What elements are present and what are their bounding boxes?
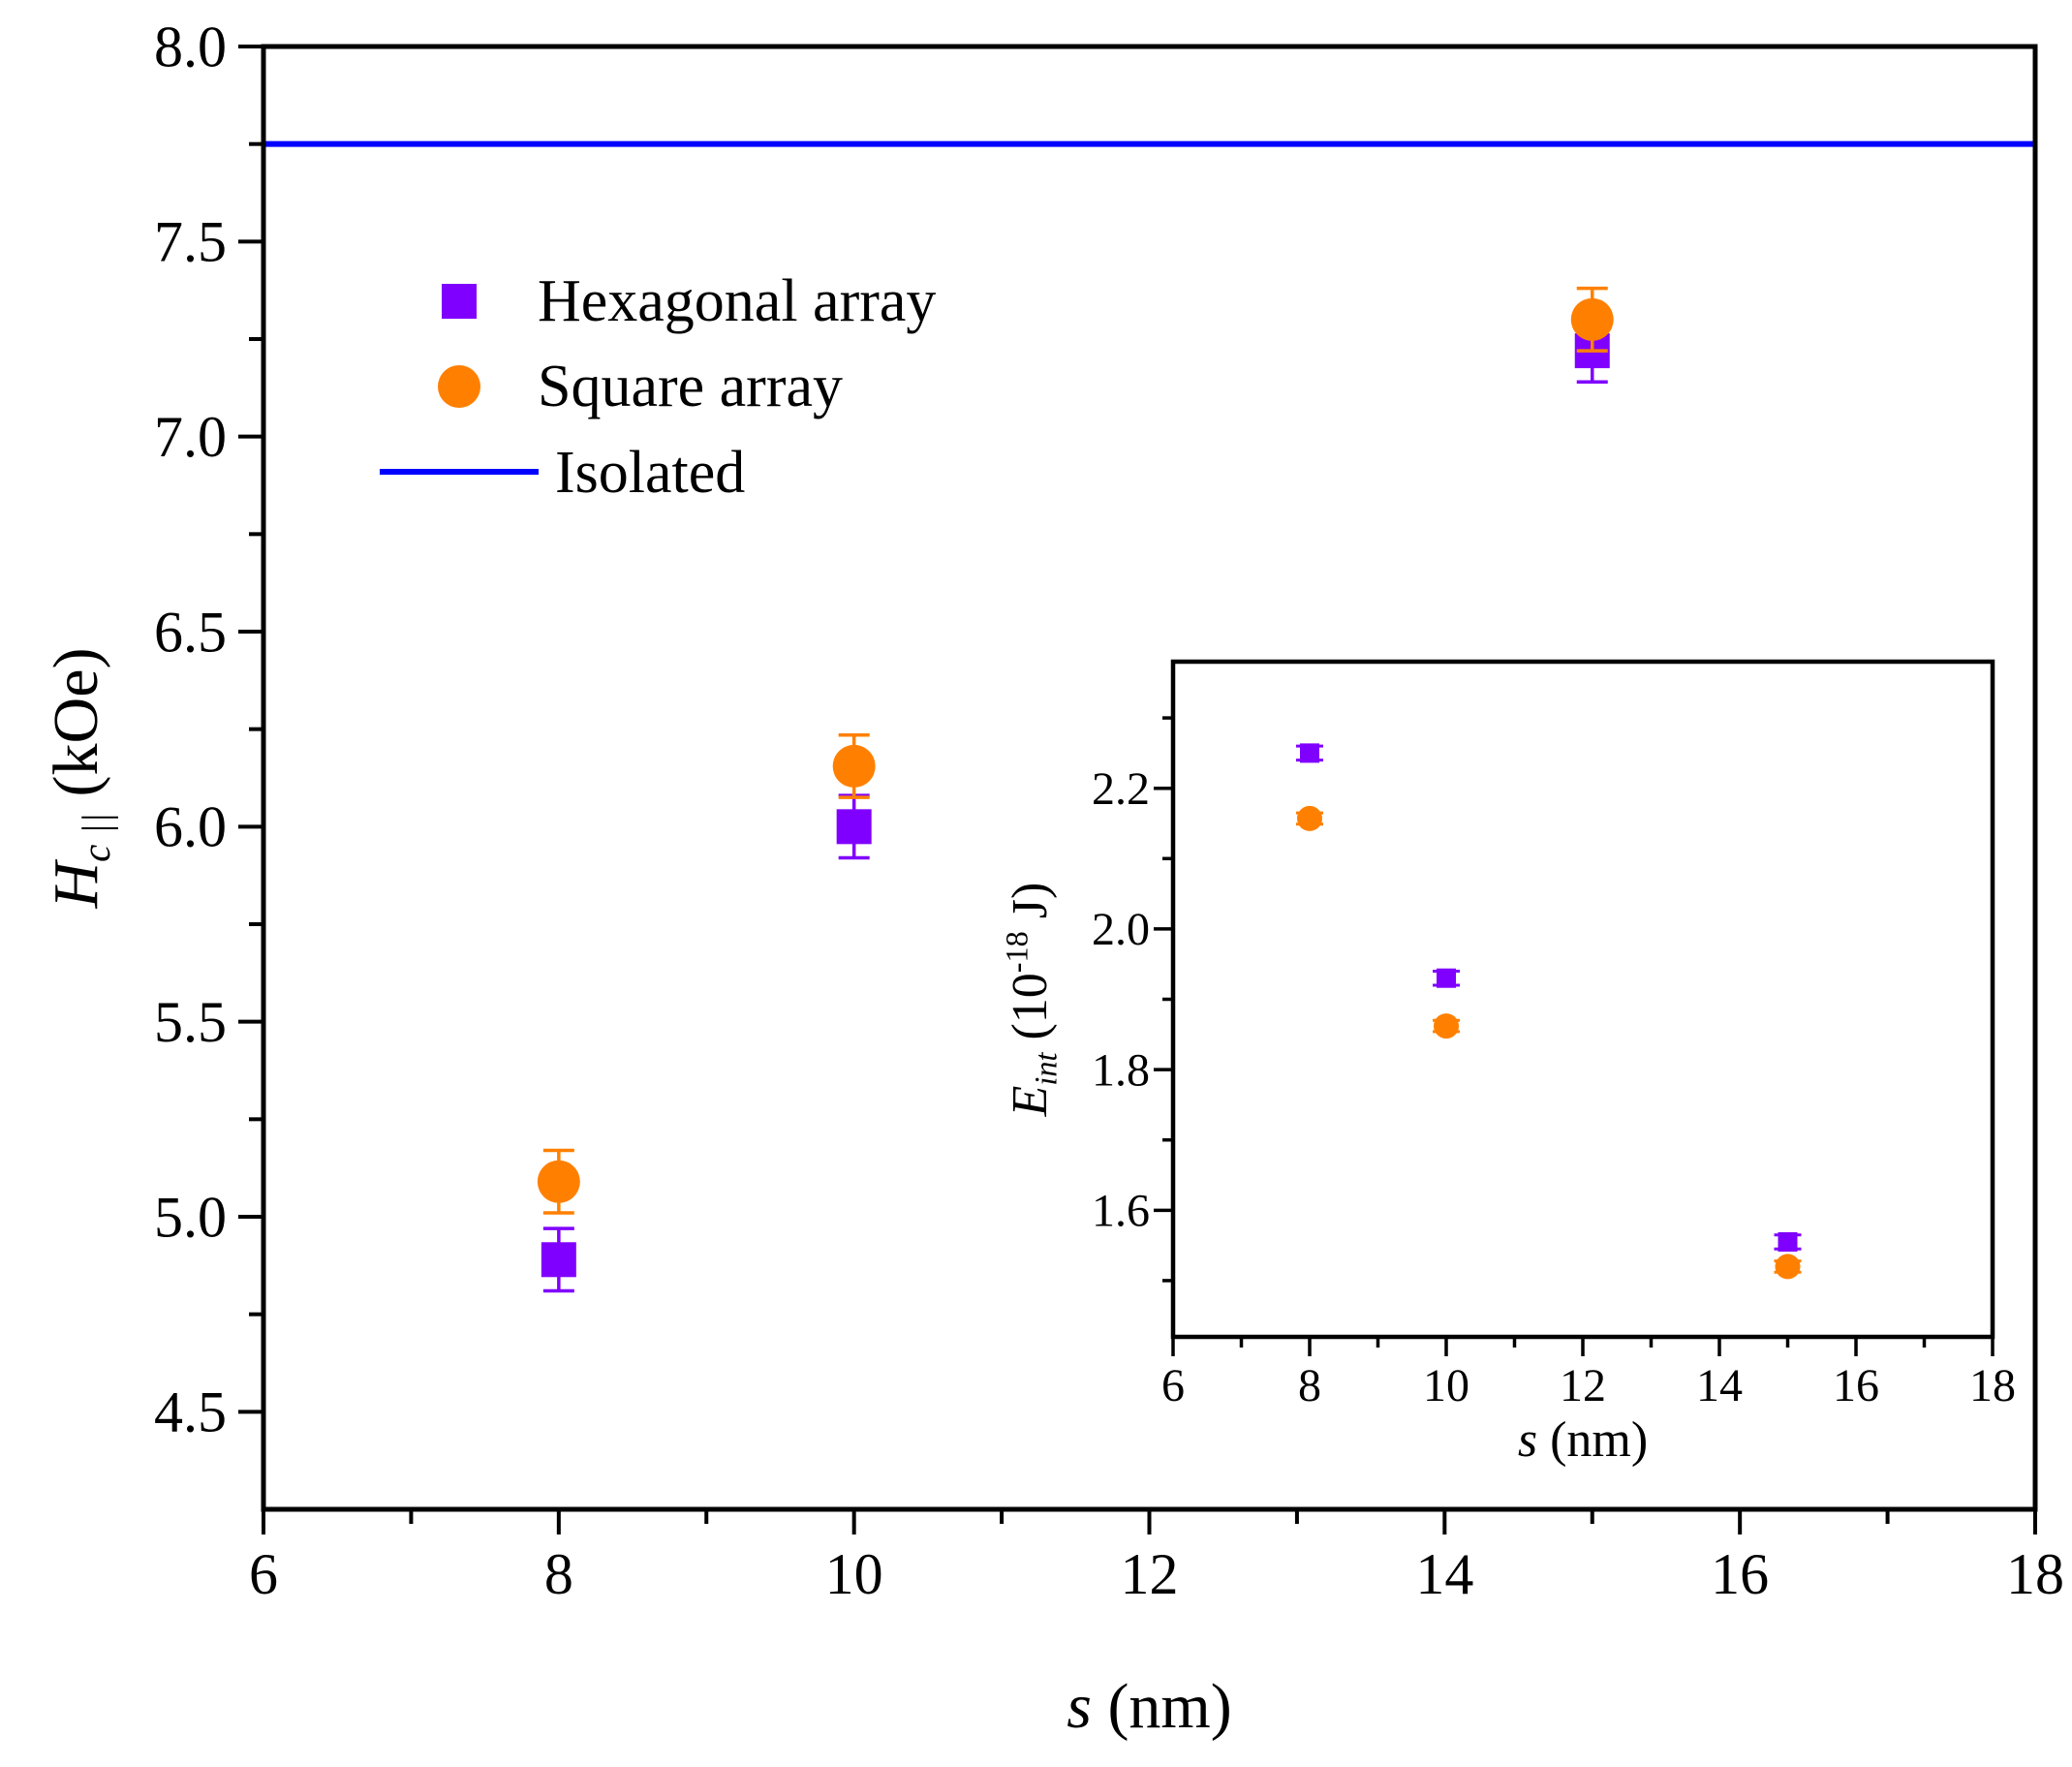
main-hexagonal-point [541, 1242, 576, 1278]
main-square-array-point [832, 744, 876, 788]
inset-y-tick-label: 1.6 [1092, 1186, 1150, 1237]
main-plot: 6 8 10 12 14 16 18 4.5 5.0 5.5 6.0 6.5 7.0 7.5 8.0 s (n… [41, 15, 2064, 1742]
inset-x-axis-label-var: s [1518, 1412, 1537, 1468]
inset-plot-frame [1170, 659, 1995, 1340]
inset-hexagonal-point [1437, 968, 1456, 988]
inset-x-tick-label: 10 [1423, 1360, 1469, 1411]
main-y-tick-label: 5.0 [154, 1185, 227, 1249]
main-y-tick-label: 6.0 [154, 795, 227, 859]
inset-plot: 6 8 10 12 14 16 18 1.6 1.8 2.0 2.2 s (nm) Eint (10-1… [999, 659, 2016, 1468]
inset-square-array-point [1775, 1254, 1801, 1280]
main-y-axis-label-unit: (kOe) [41, 648, 111, 813]
legend-square-array-label: Square array [538, 354, 843, 419]
inset-x-tick-label: 8 [1298, 1360, 1321, 1411]
inset-x-tick-label: 18 [1969, 1360, 2016, 1411]
inset-x-tick-label: 16 [1833, 1360, 1879, 1411]
legend-square-array-marker [438, 365, 480, 408]
main-y-tick-label: 6.5 [154, 600, 227, 664]
main-y-tick-label: 8.0 [154, 15, 227, 78]
inset-y-axis-label-unit: (10 [1003, 973, 1058, 1052]
inset-x-tick-label: 12 [1560, 1360, 1606, 1411]
inset-square-array-point [1297, 805, 1322, 831]
legend-hexagonal-marker [442, 284, 477, 319]
main-x-tick-label: 14 [1415, 1542, 1473, 1606]
main-y-tick-label: 7.5 [154, 210, 227, 274]
legend-hexagonal-label: Hexagonal array [538, 268, 936, 334]
legend: Hexagonal array Square array Isolated [380, 268, 936, 506]
inset-y-axis-label-subscript: int [1028, 1051, 1063, 1085]
inset-y-tick-label: 2.2 [1092, 763, 1150, 815]
main-y-tick-label: 7.0 [154, 405, 227, 469]
main-x-tick-label: 16 [1711, 1542, 1769, 1606]
inset-hexagonal-point [1300, 743, 1319, 763]
legend-isolated-label: Isolated [555, 440, 745, 506]
main-x-tick-label: 18 [2006, 1542, 2064, 1606]
main-y-tick-label: 5.5 [154, 990, 227, 1054]
main-hexagonal-point [836, 809, 872, 845]
main-y-axis-label: Hc || (kOe) [41, 648, 118, 910]
main-x-axis-label-var: s [1067, 1671, 1092, 1742]
inset-y-axis-label: Eint (10-18 J) [999, 883, 1063, 1118]
main-x-axis-label: s (nm) [1067, 1671, 1231, 1742]
inset-x-tick-label: 14 [1696, 1360, 1743, 1411]
main-x-axis-label-unit: (nm) [1092, 1671, 1232, 1742]
main-square-array-point [1570, 297, 1614, 341]
main-x-tick-label: 8 [544, 1542, 573, 1606]
inset-y-tick-label: 1.8 [1092, 1044, 1150, 1096]
inset-y-axis-label-superscript: -18 [999, 931, 1034, 973]
inset-y-axis-label-unit-end: J) [1003, 883, 1058, 932]
inset-x-tick-label: 6 [1161, 1360, 1185, 1411]
main-y-axis-label-subscript: c || [75, 813, 118, 862]
inset-square-array-point [1434, 1013, 1459, 1039]
inset-hexagonal-point [1778, 1231, 1798, 1252]
main-x-tick-label: 12 [1121, 1542, 1179, 1606]
inset-y-axis-label-var: E [1003, 1086, 1058, 1118]
inset-x-axis-label: s (nm) [1518, 1412, 1648, 1468]
inset-y-tick-label: 2.0 [1092, 904, 1150, 955]
main-x-tick-label: 6 [249, 1542, 278, 1606]
inset-x-axis-label-unit: (nm) [1537, 1412, 1648, 1468]
main-square-array-point [537, 1160, 580, 1203]
main-y-axis-label-var: H [41, 858, 111, 909]
main-x-tick-label: 10 [825, 1542, 883, 1606]
main-y-tick-label: 4.5 [154, 1380, 227, 1444]
